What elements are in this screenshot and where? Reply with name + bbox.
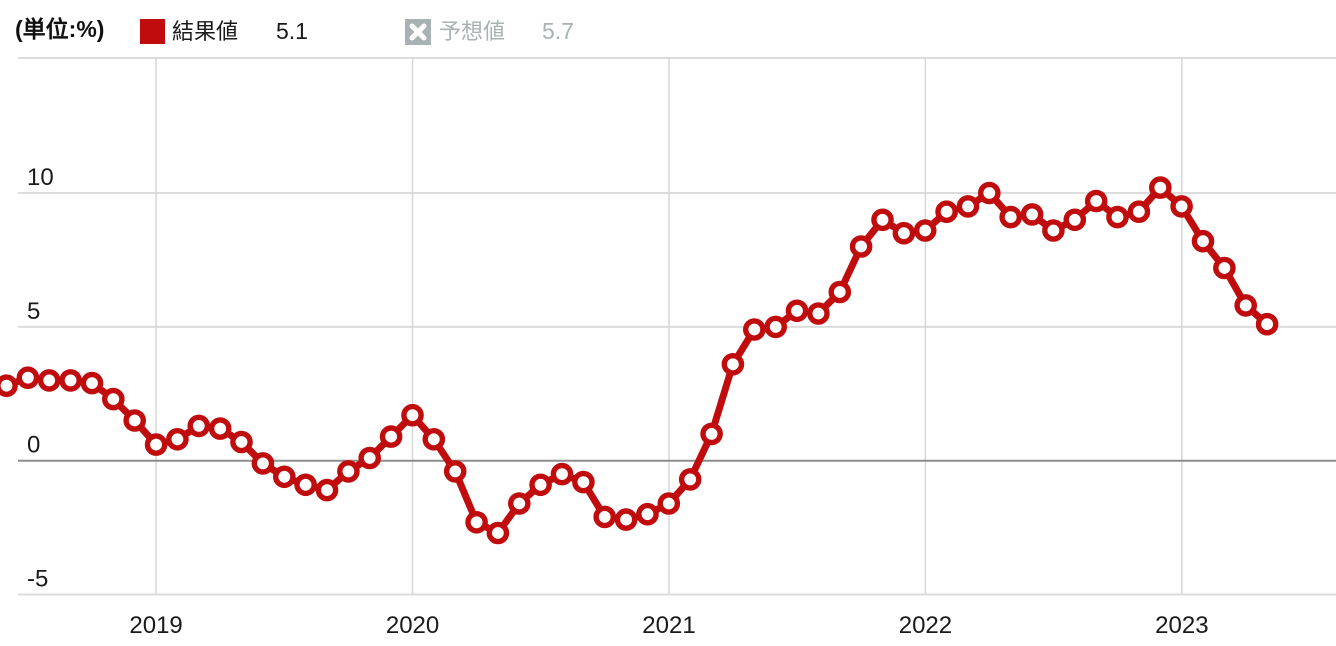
data-point[interactable] [614,508,638,531]
data-point[interactable] [1234,294,1257,317]
data-point[interactable] [379,425,403,448]
data-point[interactable] [37,369,61,392]
data-point[interactable] [102,387,125,411]
data-point[interactable] [1127,200,1151,223]
data-point[interactable] [807,302,830,325]
result-value: 5.1 [276,18,308,44]
data-point[interactable] [80,371,104,395]
data-point[interactable] [16,366,40,390]
data-point[interactable] [849,235,873,258]
x-axis-tick-label: 2023 [1155,612,1208,639]
x-axis-tick-label: 2020 [386,612,439,639]
data-point[interactable] [978,181,1001,205]
data-point[interactable] [486,521,510,545]
result-line-series [3,184,1271,537]
data-point[interactable] [721,352,745,376]
data-point[interactable] [956,195,980,218]
data-point[interactable] [1149,176,1172,199]
data-point[interactable] [1020,203,1044,226]
data-point[interactable] [443,460,467,483]
data-point[interactable] [913,219,937,242]
unit-label: (単位:%) [15,16,105,42]
result-legend-label: 結果値 [172,19,239,44]
data-point[interactable] [123,409,146,432]
data-point[interactable] [0,374,18,397]
data-point[interactable] [401,403,424,427]
data-point[interactable] [144,433,168,456]
data-point[interactable] [550,462,574,486]
data-point[interactable] [871,208,894,232]
y-axis-tick-label: -5 [27,566,48,593]
data-point[interactable] [999,205,1023,229]
data-point[interactable] [1213,256,1236,280]
data-point[interactable] [529,473,552,497]
data-point[interactable] [422,427,446,451]
y-axis-tick-label: 0 [27,432,40,459]
data-point[interactable] [892,221,916,245]
data-point[interactable] [764,315,788,339]
forecast-legend-label: 予想値 [439,19,506,44]
data-point[interactable] [828,280,852,304]
data-point[interactable] [636,502,659,526]
data-point[interactable] [294,473,317,497]
y-axis-tick-label: 10 [27,164,54,191]
data-point[interactable] [358,446,382,470]
data-point[interactable] [1191,229,1215,253]
data-point[interactable] [1042,219,1065,242]
data-point[interactable] [785,299,809,323]
x-mark-icon [409,23,427,41]
data-point[interactable] [1084,189,1108,213]
data-point[interactable] [743,318,766,341]
y-axis-tick-label: 5 [27,298,40,325]
data-point[interactable] [187,414,211,438]
data-point[interactable] [272,465,296,489]
x-axis-tick-label: 2022 [899,612,952,639]
result-legend-swatch [140,19,165,44]
data-point[interactable] [315,478,339,502]
data-point[interactable] [593,505,617,529]
data-point[interactable] [465,511,488,534]
data-point[interactable] [59,369,82,392]
data-point[interactable] [230,430,253,454]
data-point[interactable] [678,468,702,491]
data-point[interactable] [1063,208,1087,232]
x-axis-tick-label: 2019 [129,612,182,639]
data-point[interactable] [1170,195,1193,218]
data-point[interactable] [572,470,595,494]
data-point[interactable] [1106,205,1129,229]
data-point[interactable] [208,417,232,440]
data-point[interactable] [507,492,531,515]
data-point[interactable] [935,200,958,223]
data-point[interactable] [657,492,681,515]
forecast-legend-swatch [405,19,431,45]
data-point[interactable] [251,452,275,475]
x-axis-tick-label: 2021 [642,612,695,639]
forecast-value: 5.7 [542,18,574,44]
data-point[interactable] [1255,312,1279,336]
data-point[interactable] [337,460,360,483]
data-point[interactable] [700,422,723,446]
data-point[interactable] [166,427,189,451]
